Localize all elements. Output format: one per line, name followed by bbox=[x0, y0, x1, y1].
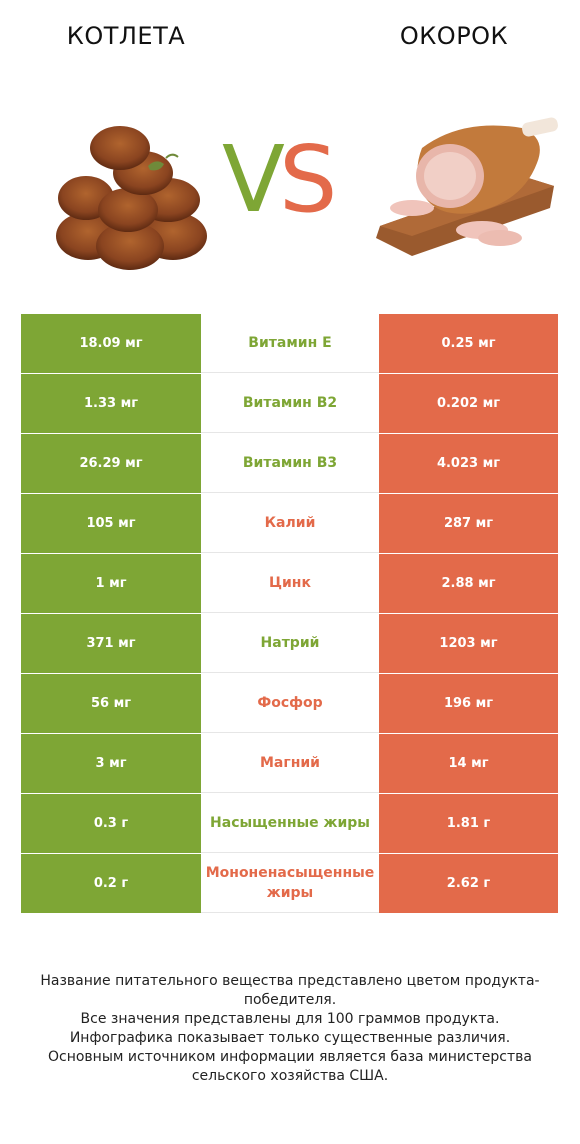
nutrient-label-text: Магний bbox=[260, 755, 320, 771]
table-row: 26.29 мг Витамин B3 4.023 мг bbox=[21, 434, 558, 494]
left-value: 0.3 г bbox=[21, 794, 201, 853]
left-value: 56 мг bbox=[21, 674, 201, 733]
right-value: 2.62 г bbox=[379, 854, 558, 913]
nutrient-label-text: Цинк bbox=[269, 575, 311, 591]
left-value: 18.09 мг bbox=[21, 314, 201, 373]
table-row: 105 мг Калий 287 мг bbox=[21, 494, 558, 554]
right-food-title: ОКОРОК bbox=[399, 22, 509, 50]
left-value: 0.2 г bbox=[21, 854, 201, 913]
nutrient-label-text: Мононенасыщенные жиры bbox=[205, 865, 375, 901]
nutrient-label: Цинк bbox=[201, 554, 379, 613]
nutrient-label: Мононенасыщенные жиры bbox=[201, 854, 379, 913]
nutrient-label-text: Витамин B2 bbox=[242, 395, 338, 411]
left-value: 26.29 мг bbox=[21, 434, 201, 493]
nutrient-label: Фосфор bbox=[201, 674, 379, 733]
right-value: 0.202 мг bbox=[379, 374, 558, 433]
table-row: 0.2 г Мононенасыщенные жиры 2.62 г bbox=[21, 854, 558, 914]
left-value: 1.33 мг bbox=[21, 374, 201, 433]
vs-label: VS bbox=[222, 126, 337, 233]
left-value: 3 мг bbox=[21, 734, 201, 793]
right-value: 0.25 мг bbox=[379, 314, 558, 373]
nutrient-label: Витамин B2 bbox=[201, 374, 379, 433]
left-value: 371 мг bbox=[21, 614, 201, 673]
nutrient-label: Магний bbox=[201, 734, 379, 793]
left-food-title: КОТЛЕТА bbox=[66, 22, 186, 50]
nutrient-label-text: Витамин B3 bbox=[242, 455, 338, 471]
right-value: 1.81 г bbox=[379, 794, 558, 853]
nutrient-label-text: Калий bbox=[264, 515, 316, 531]
table-row: 18.09 мг Витамин E 0.25 мг bbox=[21, 314, 558, 374]
table-row: 0.3 г Насыщенные жиры 1.81 г bbox=[21, 794, 558, 854]
table-row: 371 мг Натрий 1203 мг bbox=[21, 614, 558, 674]
nutrient-label: Насыщенные жиры bbox=[201, 794, 379, 853]
nutrient-label-text: Фосфор bbox=[257, 695, 323, 711]
nutrient-label-text: Натрий bbox=[260, 635, 320, 651]
table-row: 56 мг Фосфор 196 мг bbox=[21, 674, 558, 734]
right-value: 196 мг bbox=[379, 674, 558, 733]
table-row: 3 мг Магний 14 мг bbox=[21, 734, 558, 794]
nutrient-label-text: Насыщенные жиры bbox=[210, 815, 370, 831]
right-value: 287 мг bbox=[379, 494, 558, 553]
table-row: 1 мг Цинк 2.88 мг bbox=[21, 554, 558, 614]
nutrient-label: Витамин B3 bbox=[201, 434, 379, 493]
right-value: 2.88 мг bbox=[379, 554, 558, 613]
right-value: 4.023 мг bbox=[379, 434, 558, 493]
footer-line-1: Название питательного вещества представл… bbox=[40, 973, 540, 1008]
nutrient-label: Калий bbox=[201, 494, 379, 553]
right-value: 14 мг bbox=[379, 734, 558, 793]
footer-line-3: Инфографика показывает только существенн… bbox=[69, 1030, 511, 1046]
left-value: 105 мг bbox=[21, 494, 201, 553]
table-row: 1.33 мг Витамин B2 0.202 мг bbox=[21, 374, 558, 434]
cutlet-image bbox=[56, 126, 207, 270]
footer-line-2: Все значения представлены для 100 граммо… bbox=[80, 1011, 500, 1027]
footer-line-4: Основным источником информации является … bbox=[48, 1049, 532, 1084]
ham-image bbox=[376, 117, 558, 256]
left-value: 1 мг bbox=[21, 554, 201, 613]
nutrient-label: Натрий bbox=[201, 614, 379, 673]
footer-notes: Название питательного вещества представл… bbox=[20, 972, 560, 1086]
nutrient-table: 18.09 мг Витамин E 0.25 мг 1.33 мг Витамин B… bbox=[21, 314, 558, 914]
nutrient-label: Витамин E bbox=[201, 314, 379, 373]
nutrient-label-text: Витамин E bbox=[248, 335, 332, 351]
right-value: 1203 мг bbox=[379, 614, 558, 673]
